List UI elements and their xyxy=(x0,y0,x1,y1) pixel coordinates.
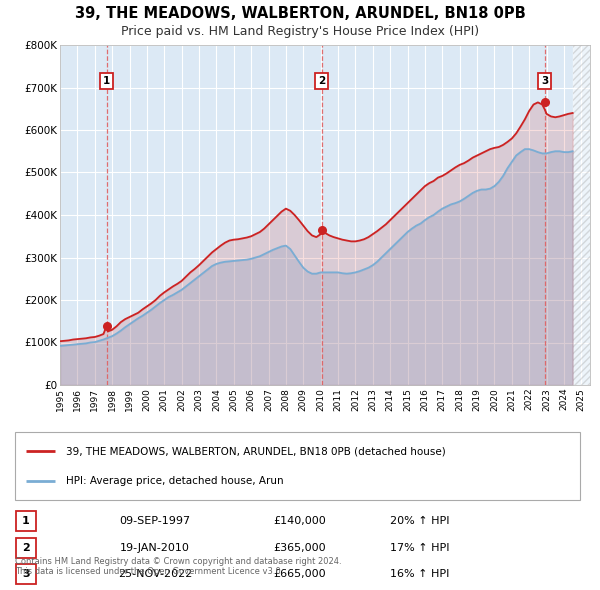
Text: 1: 1 xyxy=(22,516,30,526)
Text: 1: 1 xyxy=(103,76,110,86)
FancyBboxPatch shape xyxy=(16,511,36,531)
Text: 2: 2 xyxy=(318,76,325,86)
Text: £140,000: £140,000 xyxy=(274,516,326,526)
Text: 3: 3 xyxy=(22,569,30,579)
Text: 2: 2 xyxy=(22,543,30,553)
FancyBboxPatch shape xyxy=(16,538,36,558)
Text: £365,000: £365,000 xyxy=(274,543,326,553)
Text: 17% ↑ HPI: 17% ↑ HPI xyxy=(390,543,450,553)
Text: 3: 3 xyxy=(541,76,548,86)
Text: Contains HM Land Registry data © Crown copyright and database right 2024.
This d: Contains HM Land Registry data © Crown c… xyxy=(15,556,341,576)
Bar xyxy=(572,45,590,385)
Text: 16% ↑ HPI: 16% ↑ HPI xyxy=(391,569,449,579)
Text: 39, THE MEADOWS, WALBERTON, ARUNDEL, BN18 0PB: 39, THE MEADOWS, WALBERTON, ARUNDEL, BN1… xyxy=(74,6,526,21)
Text: HPI: Average price, detached house, Arun: HPI: Average price, detached house, Arun xyxy=(66,476,283,486)
Text: 09-SEP-1997: 09-SEP-1997 xyxy=(119,516,191,526)
Text: Price paid vs. HM Land Registry's House Price Index (HPI): Price paid vs. HM Land Registry's House … xyxy=(121,25,479,38)
Text: £665,000: £665,000 xyxy=(274,569,326,579)
Text: 25-NOV-2022: 25-NOV-2022 xyxy=(118,569,192,579)
Text: 39, THE MEADOWS, WALBERTON, ARUNDEL, BN18 0PB (detached house): 39, THE MEADOWS, WALBERTON, ARUNDEL, BN1… xyxy=(66,446,446,456)
FancyBboxPatch shape xyxy=(15,432,580,500)
Text: 19-JAN-2010: 19-JAN-2010 xyxy=(120,543,190,553)
Text: 20% ↑ HPI: 20% ↑ HPI xyxy=(390,516,450,526)
FancyBboxPatch shape xyxy=(16,564,36,584)
